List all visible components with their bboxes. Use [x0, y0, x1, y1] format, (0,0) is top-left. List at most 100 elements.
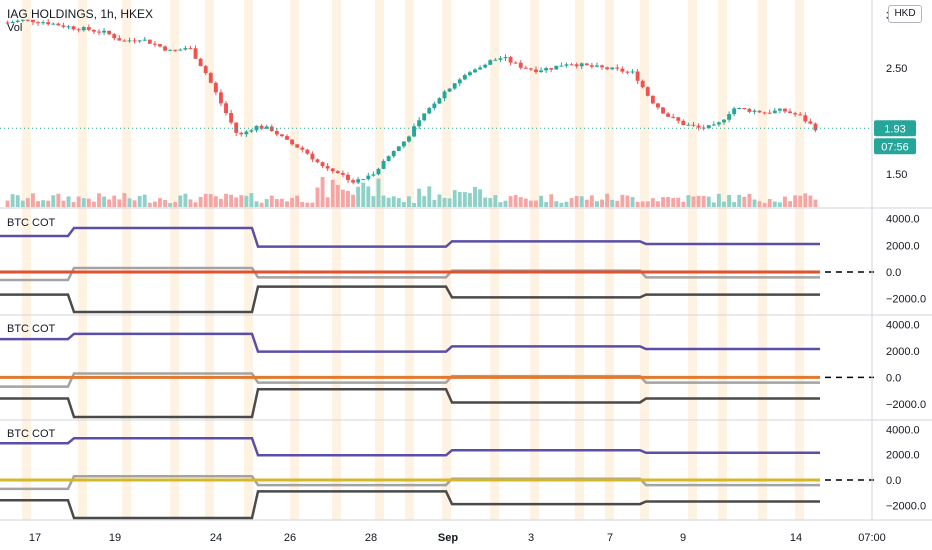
volume-bar [630, 197, 635, 207]
volume-bar [534, 200, 538, 207]
candle-body [239, 132, 244, 135]
session-band [78, 0, 87, 520]
volume-bars [5, 177, 818, 207]
volume-bar [213, 196, 218, 207]
session-band [332, 0, 341, 520]
volume-bar [132, 200, 137, 207]
volume-bar [152, 201, 157, 207]
candle-body [803, 115, 808, 122]
volume-bar [36, 201, 40, 207]
volume-bar [264, 199, 269, 207]
candle-body [340, 172, 345, 175]
volume-bar [513, 195, 518, 207]
candle-body [244, 131, 249, 135]
session-band [405, 0, 414, 520]
indicator-line-gray [0, 474, 820, 491]
indicator-panels: BTC COT 4000.0 2000.0 0.0 −2000.0 BTC COT 4000… [0, 214, 926, 520]
volume-bar [635, 201, 640, 207]
candle-body [605, 67, 610, 70]
candle-body [528, 68, 533, 70]
volume-bar [229, 194, 234, 207]
volume-bar [15, 195, 20, 207]
candle-body [584, 63, 589, 66]
candle-body [25, 19, 30, 21]
indicator-axis-tick: −2000.0 [886, 294, 926, 306]
candle-body [696, 125, 701, 128]
volume-bar [808, 195, 813, 207]
volume-bar [188, 199, 193, 207]
candle-body [213, 82, 218, 93]
indicator-line-dark [0, 388, 820, 419]
volume-bar [722, 201, 726, 207]
volume-bar [86, 198, 91, 207]
candle-body [259, 125, 264, 129]
candle-body [41, 22, 46, 24]
candle-body [356, 179, 361, 183]
volume-bar [569, 198, 574, 207]
volume-bar [518, 197, 523, 207]
candle-body [462, 75, 467, 80]
candle-body [574, 64, 579, 67]
candle-body [661, 107, 665, 114]
volume-bar [386, 197, 391, 207]
candle-body [188, 48, 193, 50]
candle-body [564, 64, 569, 66]
volume-bar [81, 198, 86, 207]
volume-bar [432, 199, 437, 207]
volume-bar [407, 196, 411, 207]
volume-bar [442, 197, 447, 207]
candle-body [173, 49, 178, 51]
candle-body [97, 31, 101, 33]
volume-bar [41, 200, 46, 207]
volume-bar [595, 201, 599, 207]
candle-body [559, 65, 564, 67]
indicator-axis-tick: −2000.0 [886, 399, 926, 411]
candle-body [508, 57, 513, 63]
currency-button[interactable]: HKD [888, 5, 922, 23]
candle-body [706, 125, 711, 129]
volume-bar [244, 195, 249, 207]
volume-bar [290, 197, 295, 207]
session-band [605, 0, 614, 520]
indicator-axis-tick: 0.0 [886, 267, 901, 279]
volume-bar [173, 201, 178, 207]
volume-bar [747, 193, 752, 207]
candle-body [630, 71, 635, 73]
candle-body [132, 40, 137, 42]
candle-body [610, 67, 615, 70]
volume-bar [391, 196, 396, 207]
volume-bar [300, 201, 305, 207]
session-band [640, 0, 649, 520]
candle-body [117, 38, 122, 41]
volume-bar [56, 193, 61, 207]
candle-body [544, 68, 549, 71]
volume-bar [645, 201, 650, 207]
volume-bar [793, 195, 798, 207]
volume-bar [71, 202, 76, 207]
session-band [244, 0, 253, 520]
candle-body [732, 108, 737, 115]
candle-body [595, 65, 599, 67]
volume-bar [320, 177, 325, 207]
candle-body [589, 65, 594, 67]
volume-bar [493, 195, 498, 207]
volume-bar [20, 200, 25, 207]
volume-bar [462, 192, 467, 207]
session-bands [22, 0, 804, 520]
candle-body [579, 63, 584, 67]
candle-body [168, 49, 173, 51]
volume-bar [610, 199, 615, 207]
volume-bar [193, 202, 198, 207]
volume-bar [325, 197, 330, 207]
candle-body [56, 23, 61, 26]
volume-bar [696, 195, 701, 207]
time-axis-label: 19 [109, 532, 121, 544]
volume-bar [757, 201, 762, 207]
candle-body [178, 49, 183, 51]
volume-bar [650, 198, 655, 207]
volume-bar [727, 194, 732, 207]
indicator-axis-tick: 4000.0 [886, 214, 920, 226]
volume-bar [147, 202, 152, 207]
volume-bar [279, 198, 284, 207]
